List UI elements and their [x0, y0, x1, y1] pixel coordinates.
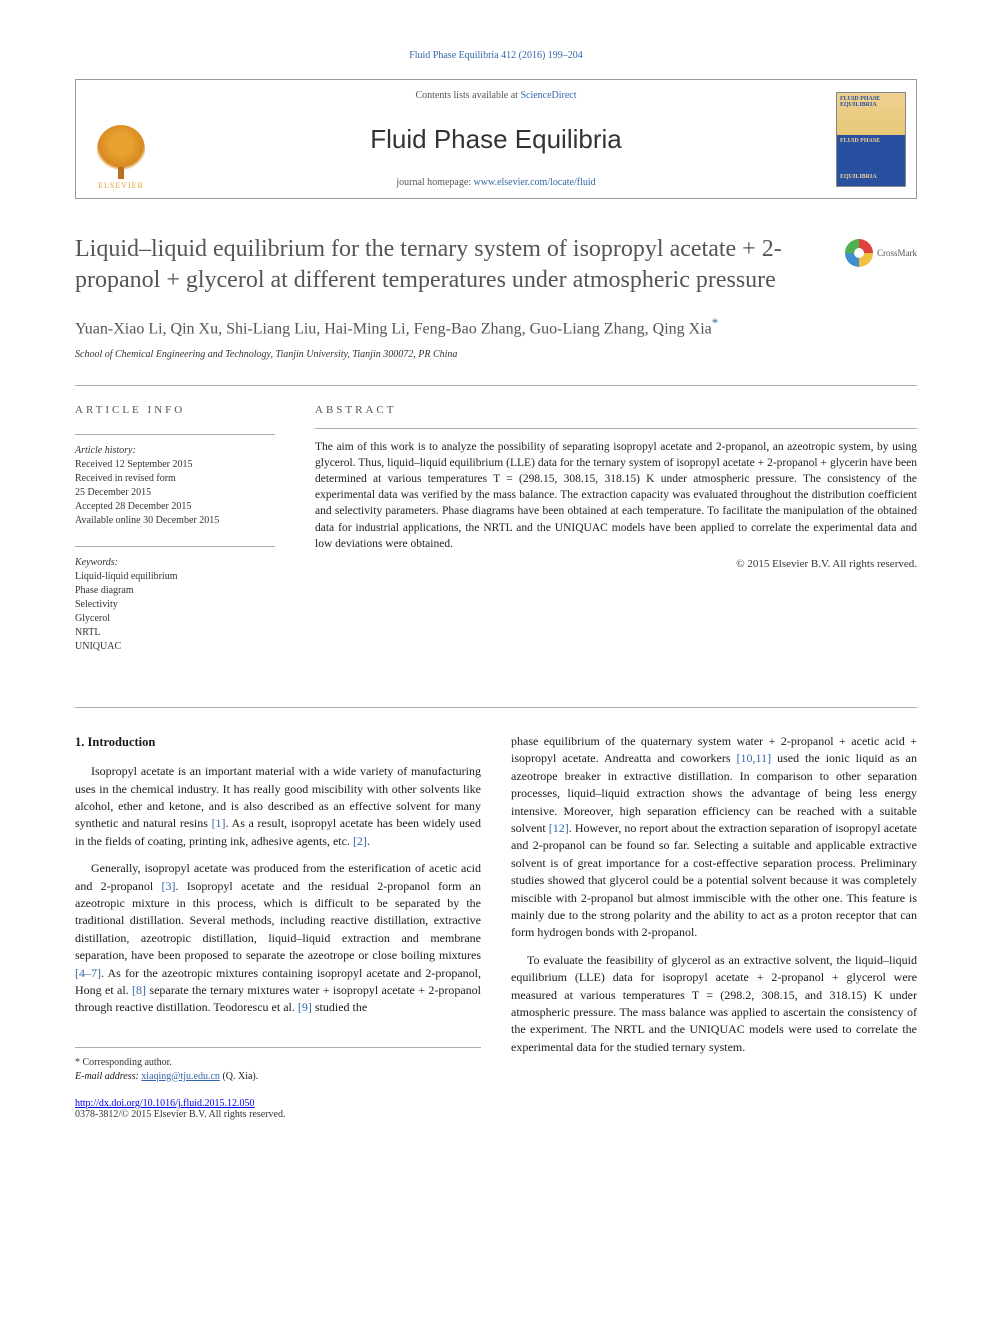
homepage-link[interactable]: www.elsevier.com/locate/fluid — [474, 177, 596, 188]
section-heading-intro: 1. Introduction — [75, 733, 481, 751]
history-line-2: 25 December 2015 — [75, 486, 275, 500]
authors-list: Yuan-Xiao Li, Qin Xu, Shi-Liang Liu, Hai… — [75, 314, 917, 341]
authors-text: Yuan-Xiao Li, Qin Xu, Shi-Liang Liu, Hai… — [75, 321, 712, 338]
corresponding-mark: * — [712, 315, 719, 330]
keywords-heading: Keywords: — [75, 557, 275, 568]
crossmark-label: CrossMark — [877, 248, 917, 258]
history-line-3: Accepted 28 December 2015 — [75, 500, 275, 514]
cover-title-3: FLUID PHASE — [840, 138, 902, 144]
elsevier-tree-icon — [97, 125, 145, 173]
keyword-1: Phase diagram — [75, 584, 275, 598]
article-title: Liquid–liquid equilibrium for the ternar… — [75, 234, 917, 296]
footer-block: * Corresponding author. E-mail address: … — [75, 1047, 481, 1084]
history-heading: Article history: — [75, 445, 275, 456]
journal-header-box: ELSEVIER Contents lists available at Sci… — [75, 79, 917, 199]
doi-line: http://dx.doi.org/10.1016/j.fluid.2015.1… — [75, 1098, 917, 1109]
body-column-right: phase equilibrium of the quaternary syst… — [511, 733, 917, 1084]
meta-abstract-row: ARTICLE INFO Article history: Received 1… — [75, 385, 917, 672]
journal-cover-thumbnail[interactable]: FLUID PHASE EQUILIBRIA FLUID PHASE EQUIL… — [836, 92, 906, 187]
publisher-logo-cell: ELSEVIER — [76, 80, 166, 198]
keyword-4: NRTL — [75, 626, 275, 640]
abstract-text: The aim of this work is to analyze the p… — [315, 439, 917, 552]
history-line-1: Received in revised form — [75, 472, 275, 486]
journal-cover-cell: FLUID PHASE EQUILIBRIA FLUID PHASE EQUIL… — [826, 80, 916, 198]
history-line-4: Available online 30 December 2015 — [75, 514, 275, 528]
crossmark-icon — [845, 239, 873, 267]
corresponding-email-link[interactable]: xiaqing@tju.edu.cn — [141, 1071, 220, 1082]
intro-paragraph-2: Generally, isopropyl acetate was produce… — [75, 860, 481, 1017]
journal-name: Fluid Phase Equilibria — [166, 124, 826, 155]
article-info-heading: ARTICLE INFO — [75, 404, 275, 416]
intro-paragraph-4: To evaluate the feasibility of glycerol … — [511, 952, 917, 1056]
elsevier-logo[interactable]: ELSEVIER — [91, 120, 151, 190]
history-line-0: Received 12 September 2015 — [75, 458, 275, 472]
title-section: Liquid–liquid equilibrium for the ternar… — [75, 234, 917, 296]
keyword-3: Glycerol — [75, 612, 275, 626]
crossmark-badge[interactable]: CrossMark — [845, 239, 917, 267]
body-column-left: 1. Introduction Isopropyl acetate is an … — [75, 733, 481, 1084]
header-citation: Fluid Phase Equilibria 412 (2016) 199–20… — [75, 50, 917, 61]
section-title: Introduction — [88, 735, 156, 749]
affiliation: School of Chemical Engineering and Techn… — [75, 349, 917, 360]
article-info-column: ARTICLE INFO Article history: Received 1… — [75, 404, 275, 672]
journal-header-center: Contents lists available at ScienceDirec… — [166, 80, 826, 198]
homepage-line: journal homepage: www.elsevier.com/locat… — [166, 177, 826, 188]
contents-text: Contents lists available at — [415, 90, 520, 101]
homepage-label: journal homepage: — [396, 177, 473, 188]
keyword-2: Selectivity — [75, 598, 275, 612]
keyword-5: UNIQUAC — [75, 640, 275, 654]
sciencedirect-link[interactable]: ScienceDirect — [520, 90, 576, 101]
abstract-heading: ABSTRACT — [315, 404, 917, 416]
intro-paragraph-1: Isopropyl acetate is an important materi… — [75, 763, 481, 850]
keyword-0: Liquid-liquid equilibrium — [75, 570, 275, 584]
email-line: E-mail address: xiaqing@tju.edu.cn (Q. X… — [75, 1070, 481, 1084]
abstract-copyright: © 2015 Elsevier B.V. All rights reserved… — [315, 558, 917, 570]
intro-paragraph-3: phase equilibrium of the quaternary syst… — [511, 733, 917, 942]
issn-copyright: 0378-3812/© 2015 Elsevier B.V. All right… — [75, 1109, 917, 1120]
email-author-suffix: (Q. Xia). — [220, 1071, 258, 1082]
publisher-name: ELSEVIER — [98, 181, 144, 190]
corresponding-author-note: * Corresponding author. — [75, 1056, 481, 1070]
section-number: 1. — [75, 735, 84, 749]
cover-title-4: EQUILIBRIA — [840, 174, 902, 180]
contents-list-line: Contents lists available at ScienceDirec… — [166, 90, 826, 101]
abstract-column: ABSTRACT The aim of this work is to anal… — [315, 404, 917, 672]
cover-title-2: EQUILIBRIA — [840, 102, 902, 108]
body-text-columns: 1. Introduction Isopropyl acetate is an … — [75, 707, 917, 1084]
doi-link[interactable]: http://dx.doi.org/10.1016/j.fluid.2015.1… — [75, 1098, 255, 1109]
email-label: E-mail address: — [75, 1071, 141, 1082]
